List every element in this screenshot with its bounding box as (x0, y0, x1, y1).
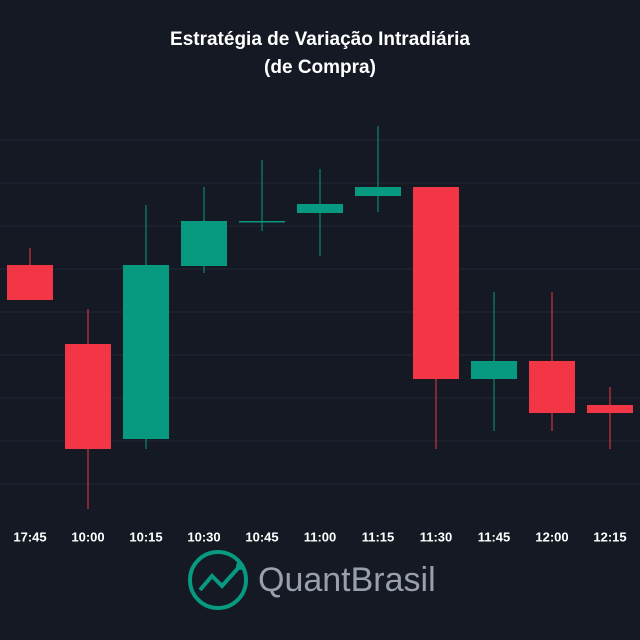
x-tick-label: 11:15 (362, 529, 395, 544)
x-tick-label: 12:15 (593, 529, 626, 544)
candle-body (413, 187, 459, 379)
candle-body (181, 221, 227, 266)
x-tick-label: 10:30 (187, 529, 220, 544)
candle-body (587, 405, 633, 413)
x-tick-label: 11:30 (420, 529, 453, 544)
x-tick-label: 11:45 (478, 529, 511, 544)
x-tick-label: 11:00 (304, 529, 337, 544)
candle-body (529, 361, 575, 413)
candle-body (239, 221, 285, 223)
logo-arrow (198, 564, 242, 592)
candle-body (471, 361, 517, 379)
chart-title: Estratégia de Variação Intradiária (170, 29, 470, 50)
candle-body (65, 344, 111, 449)
x-tick-label: 10:45 (245, 529, 278, 544)
logo: QuantBrasil (188, 550, 436, 610)
candle-body (297, 204, 343, 213)
candle-body (7, 265, 53, 300)
x-tick-label: 17:45 (13, 529, 46, 544)
x-tick-label: 12:00 (535, 529, 568, 544)
candle-body (355, 187, 401, 196)
candle-body (123, 265, 169, 439)
logo-quant: Quant (258, 561, 351, 599)
logo-brasil: Brasil (351, 561, 436, 599)
x-tick-label: 10:00 (71, 529, 104, 544)
x-tick-label: 10:15 (129, 529, 162, 544)
logo-text: QuantBrasil (258, 561, 436, 599)
logo-dot (236, 562, 244, 570)
logo-ring (188, 550, 248, 610)
chart-title: (de Compra) (264, 57, 376, 78)
